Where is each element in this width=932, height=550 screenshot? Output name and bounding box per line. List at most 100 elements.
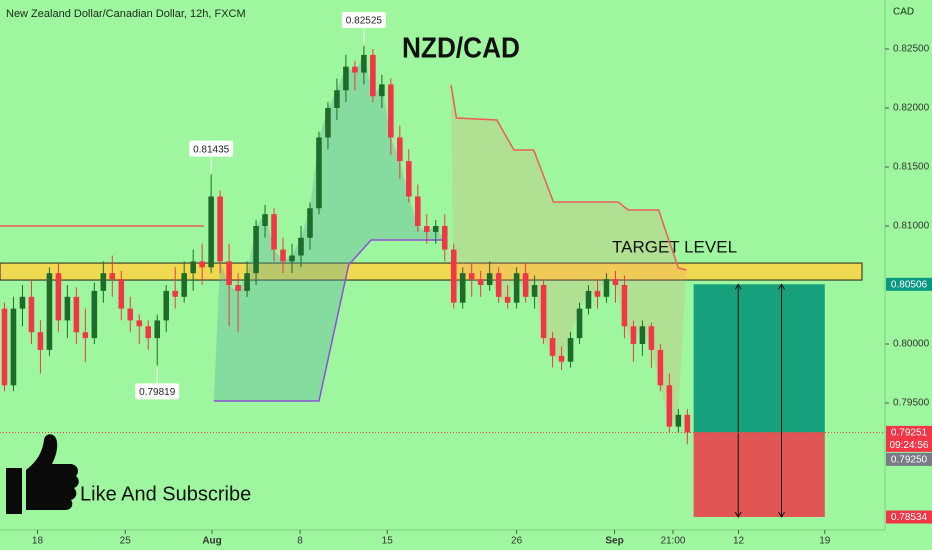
candle-body <box>504 296 511 303</box>
candle-body <box>432 225 439 232</box>
call-to-action: Like And Subscribe <box>80 483 251 505</box>
candle-body <box>567 338 574 362</box>
x-tick-label: 21:00 <box>660 536 685 547</box>
price-marker-label: 0.79250 <box>891 455 928 466</box>
candle-body <box>441 225 448 250</box>
price-label: 0.82525 <box>346 16 383 27</box>
price-label: 0.81435 <box>193 144 230 155</box>
y-tick-label: 0.82000 <box>893 103 930 114</box>
candle-body <box>531 285 538 297</box>
candle-body <box>73 296 80 333</box>
candle-body <box>100 273 107 291</box>
candle-body <box>217 196 223 262</box>
price-marker <box>886 510 932 524</box>
candle-body <box>513 273 520 303</box>
candle-body <box>549 338 556 356</box>
y-tick-label: 0.82500 <box>893 44 930 55</box>
x-tick-label: 19 <box>819 536 831 547</box>
y-tick-label: 0.81000 <box>893 221 930 232</box>
candle-body <box>298 237 304 256</box>
candle-body <box>630 326 637 345</box>
symbol-header: New Zealand Dollar/Canadian Dollar, 12h,… <box>6 8 246 20</box>
candle-body <box>612 279 619 286</box>
thumbs-up-icon <box>6 434 79 514</box>
candle-body <box>459 273 466 303</box>
candle-body <box>181 273 187 297</box>
candle-body <box>307 208 313 238</box>
candle-body <box>253 225 259 274</box>
candle-body <box>235 285 241 291</box>
candle-body <box>576 308 583 339</box>
candle-body <box>639 326 646 345</box>
candle-body <box>280 249 286 262</box>
x-tick-label: 8 <box>297 536 303 547</box>
candle-body <box>406 161 412 197</box>
candle-body <box>495 273 502 297</box>
candle-body <box>172 290 178 297</box>
candle-body <box>343 66 349 91</box>
x-tick-label: 25 <box>120 536 132 547</box>
loss-box <box>693 432 825 518</box>
candle-body <box>361 54 367 73</box>
chart-title: NZD/CAD <box>402 33 520 65</box>
candle-body <box>603 279 610 297</box>
candle-body <box>477 279 484 286</box>
candle-body <box>163 290 170 321</box>
candle-body <box>522 273 529 297</box>
candle-body <box>64 296 71 321</box>
candle-body <box>226 261 232 286</box>
candle-body <box>199 261 205 268</box>
zone-label: TARGET LEVEL <box>612 238 737 257</box>
candle-body <box>540 285 547 339</box>
candle-body <box>334 90 340 108</box>
candle-body <box>82 332 89 339</box>
candle-body <box>558 355 565 362</box>
candle-body <box>55 273 62 321</box>
candle-body <box>370 54 376 97</box>
arrow-head <box>778 283 785 518</box>
price-marker <box>886 277 932 291</box>
x-tick-label: 26 <box>511 536 523 547</box>
price-marker-label: 0.79251 <box>891 428 928 439</box>
candle-body <box>262 214 268 226</box>
candle-body <box>675 414 682 427</box>
candle-body <box>127 308 134 321</box>
candle-body <box>684 414 691 433</box>
candle-body <box>594 290 601 297</box>
candle-body <box>46 273 53 350</box>
x-tick-label: Aug <box>202 536 221 547</box>
candle-body <box>666 385 673 427</box>
candle-body <box>91 290 98 339</box>
candle-body <box>136 320 143 327</box>
x-tick-label: Sep <box>605 536 623 547</box>
candle-body <box>10 308 17 386</box>
x-tick-label: 12 <box>733 536 745 547</box>
candle-body <box>145 326 152 339</box>
arrow-head <box>734 283 742 518</box>
price-marker-label: 0.80506 <box>891 279 928 290</box>
price-marker <box>886 452 932 466</box>
candle-body <box>208 196 214 268</box>
candle-body <box>648 326 655 350</box>
candle-body <box>154 320 161 339</box>
price-label-box <box>135 383 180 400</box>
profit-box <box>693 284 825 433</box>
price-label: 0.79819 <box>139 387 176 398</box>
price-marker <box>886 425 932 452</box>
candle-body <box>415 196 421 226</box>
countdown: 09:24:56 <box>890 440 929 451</box>
candle-body <box>397 137 403 162</box>
y-tick-label: 0.81500 <box>893 162 930 173</box>
x-tick-label: 15 <box>382 536 394 547</box>
price-marker-label: 0.78534 <box>891 512 928 523</box>
indicator-fill <box>213 54 444 402</box>
target-zone <box>0 262 863 281</box>
price-label-box <box>189 140 234 157</box>
x-tick-label: 18 <box>32 536 44 547</box>
indicator-line <box>450 84 687 271</box>
candle-body <box>316 137 322 209</box>
indicator-line <box>213 239 444 402</box>
candle-body <box>379 84 385 97</box>
candle-body <box>19 296 26 309</box>
